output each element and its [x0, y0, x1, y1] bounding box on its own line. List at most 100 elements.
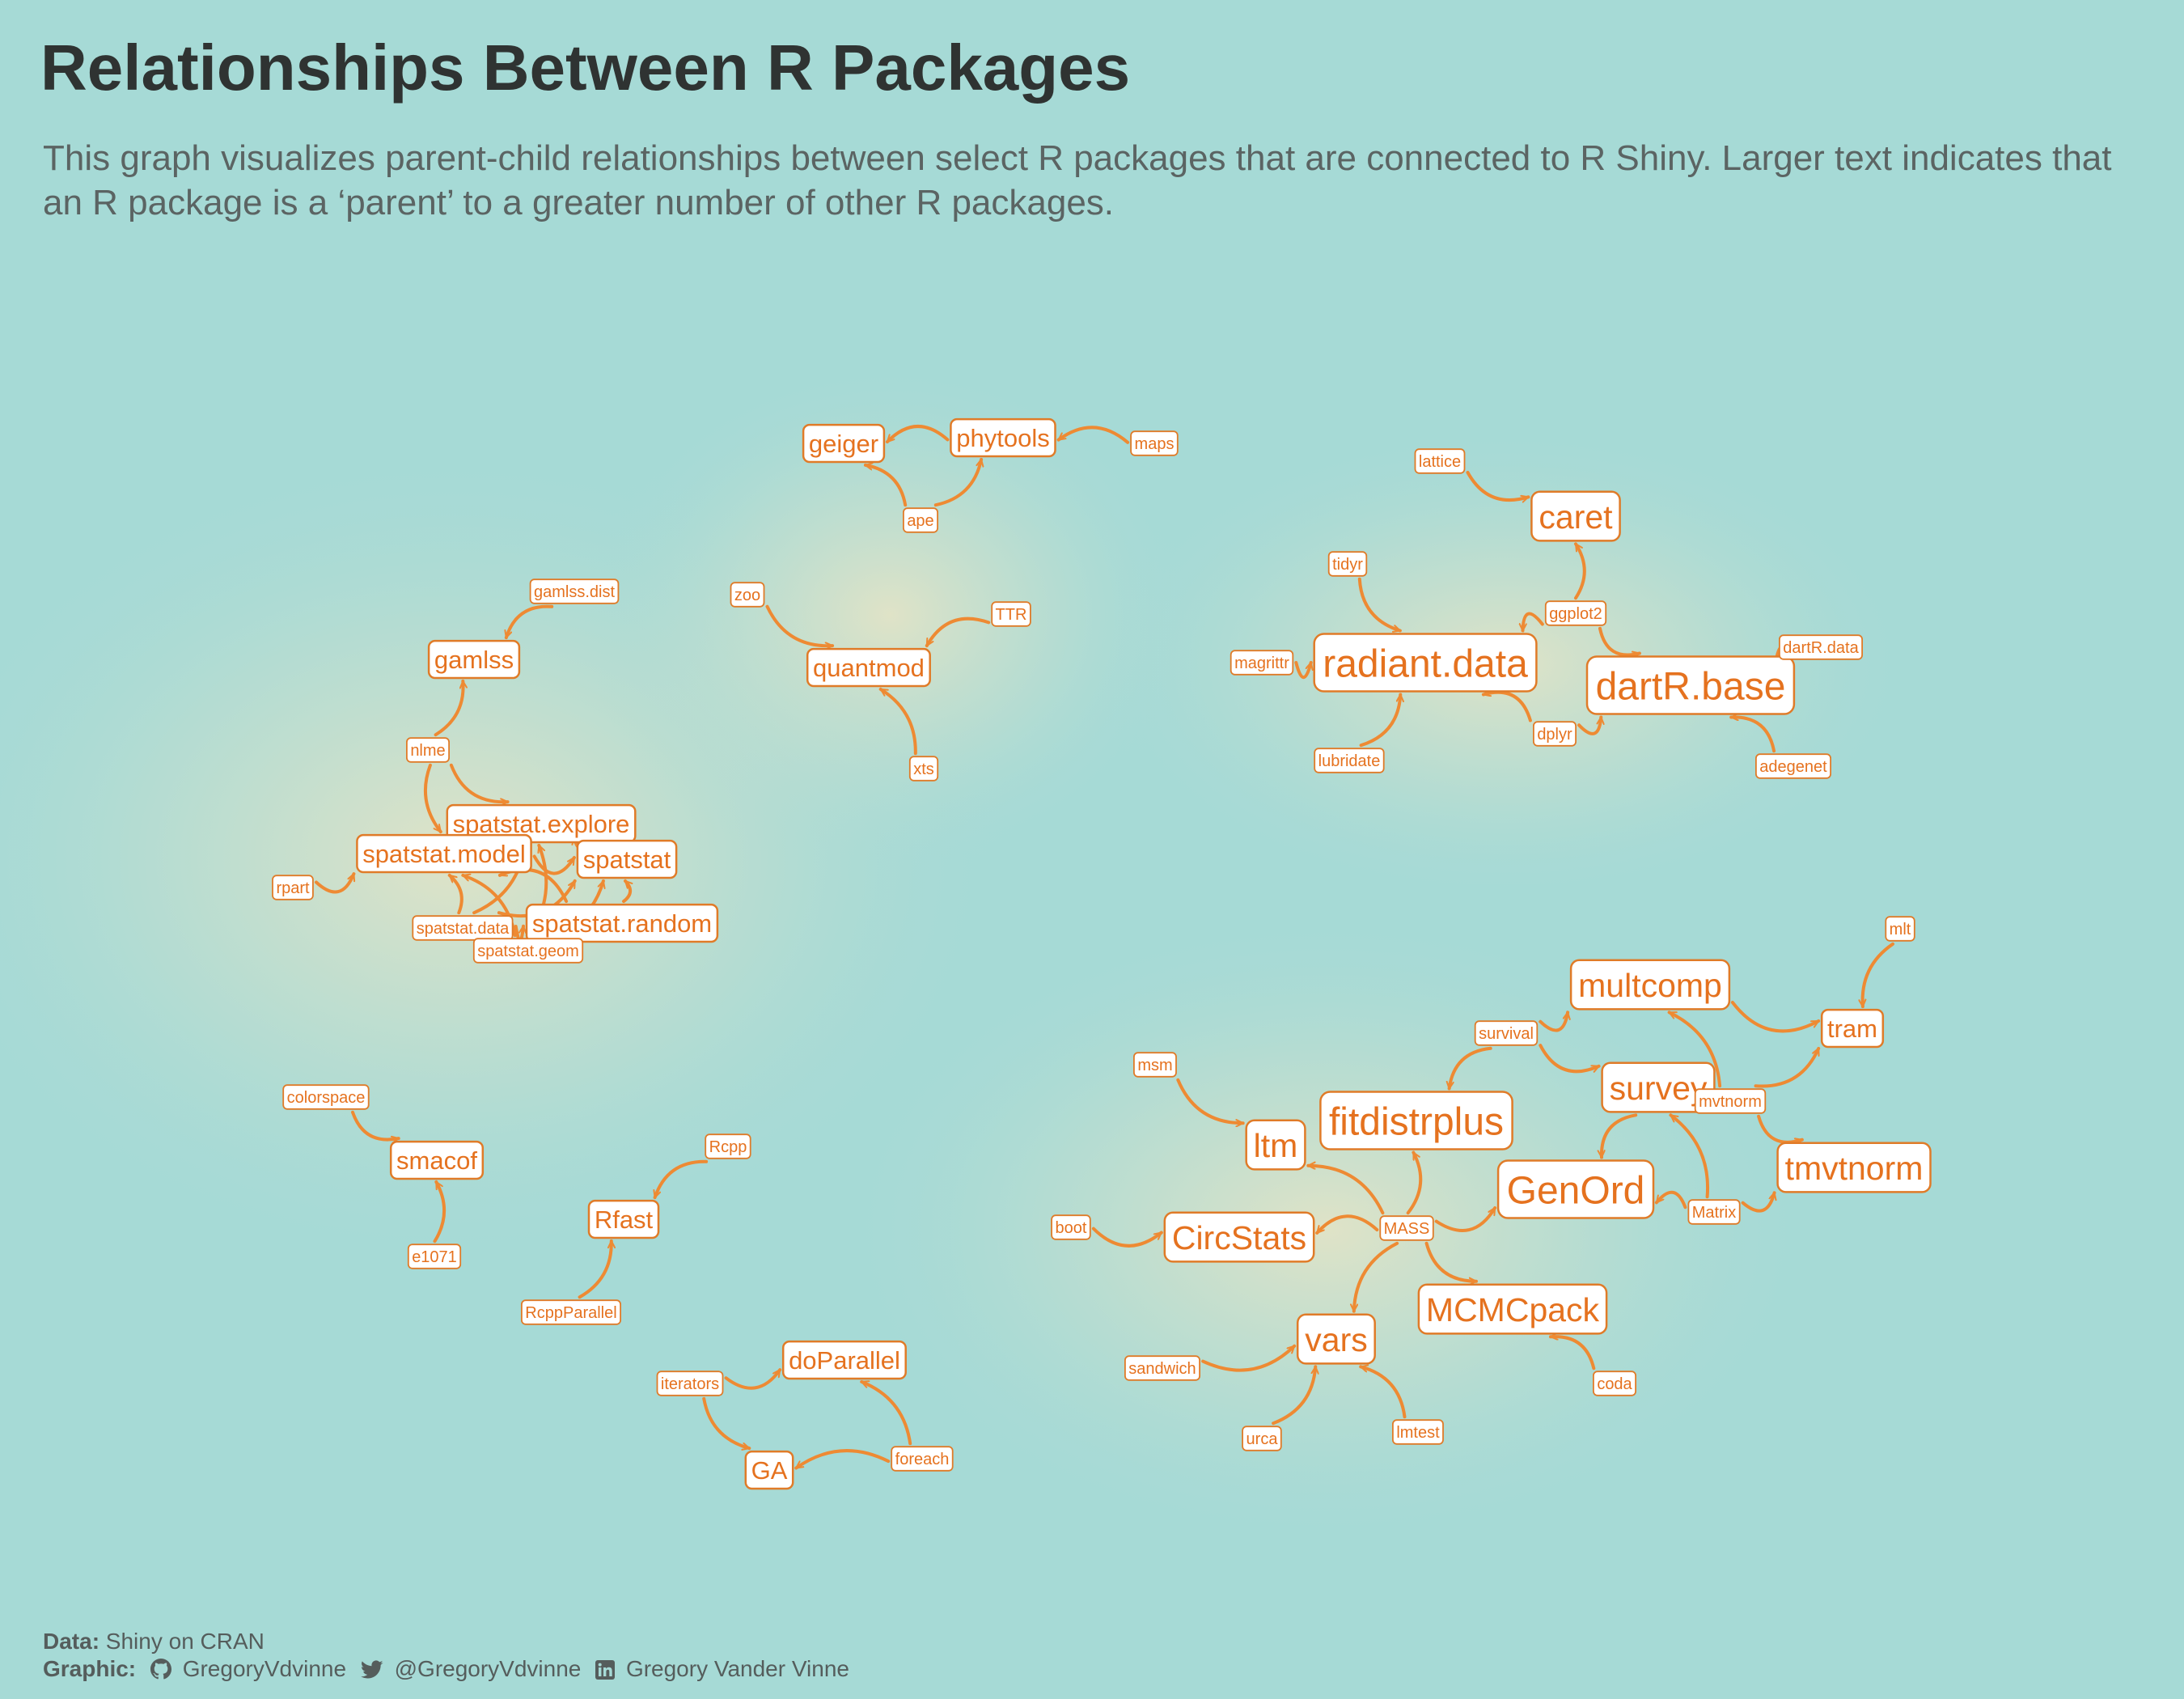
node-doparallel[interactable]: doParallel [781, 1340, 907, 1380]
node-label-text: lubridate [1318, 752, 1381, 770]
node-sandwich[interactable]: sandwich [1124, 1355, 1201, 1381]
node-dplyr[interactable]: dplyr [1533, 721, 1577, 747]
node-gamlss[interactable]: gamlss [427, 639, 521, 680]
node-label-text: spatstat.geom [477, 943, 579, 960]
node-xts[interactable]: xts [908, 756, 939, 782]
node-label-box [446, 803, 637, 844]
node-label-box [1533, 721, 1577, 747]
node-label-text: gamlss.dist [534, 583, 615, 601]
node-label-box [1379, 1215, 1434, 1241]
node-mass[interactable]: MASS [1379, 1215, 1434, 1241]
node-label-text: adegenet [1759, 758, 1827, 776]
node-quantmod[interactable]: quantmod [806, 647, 931, 688]
node-spatstat-data[interactable]: spatstat.data [412, 915, 514, 941]
node-ltm[interactable]: ltm [1245, 1119, 1306, 1171]
twitter-handle: @GregoryVdvinne [394, 1656, 582, 1681]
node-multcomp[interactable]: multcomp [1569, 959, 1731, 1011]
node-spatstat-model[interactable]: spatstat.model [356, 833, 532, 874]
node-fitdistrplus[interactable]: fitdistrplus [1319, 1091, 1513, 1150]
node-spatstat-explore[interactable]: spatstat.explore [446, 803, 637, 844]
node-maps[interactable]: maps [1130, 430, 1179, 456]
node-adegenet[interactable]: adegenet [1754, 753, 1831, 779]
node-rcpp[interactable]: Rcpp [705, 1133, 751, 1159]
node-label-box [1820, 1008, 1885, 1049]
node-geiger[interactable]: geiger [802, 423, 886, 464]
node-label-box [1776, 1142, 1932, 1193]
node-tram[interactable]: tram [1820, 1008, 1885, 1049]
node-label-box [1694, 1088, 1767, 1114]
node-label-text: spatstat.model [362, 840, 526, 868]
chart-subtitle: This graph visualizes parent-child relat… [43, 138, 2112, 222]
node-caret[interactable]: caret [1530, 490, 1621, 542]
node-ga[interactable]: GA [744, 1450, 794, 1490]
node-label-text: colorspace [287, 1089, 366, 1107]
node-mcmcpack[interactable]: MCMCpack [1417, 1283, 1608, 1335]
node-nlme[interactable]: nlme [405, 737, 450, 763]
node-urca[interactable]: urca [1242, 1426, 1282, 1451]
node-circstats[interactable]: CircStats [1163, 1211, 1315, 1263]
node-label-box [781, 1340, 907, 1380]
edge-matrix-to-survey [1669, 1113, 1710, 1199]
node-vars[interactable]: vars [1296, 1313, 1376, 1365]
node-label-box [525, 903, 719, 943]
node-survival[interactable]: survival [1474, 1020, 1539, 1046]
node-phytools[interactable]: phytools [950, 417, 1056, 458]
edge-e1071-to-smacof [433, 1180, 447, 1244]
node-ttr[interactable]: TTR [991, 601, 1031, 627]
node-mvtnorm[interactable]: mvtnorm [1694, 1088, 1767, 1114]
node-label-box [587, 1199, 660, 1239]
node-genord[interactable]: GenOrd [1496, 1159, 1655, 1219]
node-ggplot2[interactable]: ggplot2 [1544, 600, 1607, 626]
node-matrix[interactable]: Matrix [1687, 1199, 1741, 1225]
node-rfast[interactable]: Rfast [587, 1199, 660, 1239]
node-boot[interactable]: boot [1051, 1214, 1091, 1240]
node-label-text: MCMCpack [1426, 1291, 1600, 1328]
node-lubridate[interactable]: lubridate [1314, 748, 1385, 773]
node-tmvtnorm[interactable]: tmvtnorm [1776, 1142, 1932, 1193]
node-lattice[interactable]: lattice [1414, 448, 1466, 474]
node-colorspace[interactable]: colorspace [282, 1084, 370, 1110]
node-label-box [891, 1446, 954, 1472]
node-ape[interactable]: ape [903, 507, 939, 533]
node-mlt[interactable]: mlt [1885, 916, 1915, 942]
node-label-box [529, 578, 620, 604]
node-label-box [1245, 1119, 1306, 1171]
node-coda[interactable]: coda [1593, 1371, 1637, 1396]
node-survey[interactable]: survey [1601, 1061, 1716, 1113]
node-dartr-base[interactable]: dartR.base [1585, 655, 1796, 715]
node-spatstat-geom[interactable]: spatstat.geom [472, 938, 584, 964]
node-spatstat[interactable]: spatstat [576, 839, 678, 879]
node-rcppparallel[interactable]: RcppParallel [521, 1299, 622, 1325]
node-tidyr[interactable]: tidyr [1327, 551, 1368, 577]
node-iterators[interactable]: iterators [656, 1371, 724, 1396]
node-msm[interactable]: msm [1133, 1052, 1177, 1078]
node-label-box [412, 915, 514, 941]
node-e1071[interactable]: e1071 [407, 1244, 462, 1269]
node-label-text: mvtnorm [1699, 1093, 1762, 1111]
node-smacof[interactable]: smacof [389, 1140, 485, 1180]
edge-foreach-to-doparallel [860, 1379, 912, 1446]
node-zoo[interactable]: zoo [730, 582, 765, 608]
edge-spatstat-model-to-spatstat [532, 854, 576, 875]
node-lmtest[interactable]: lmtest [1392, 1419, 1444, 1445]
node-label-text: magrittr [1234, 655, 1289, 672]
node-rpart[interactable]: rpart [272, 875, 314, 900]
node-label-box [656, 1371, 724, 1396]
node-label-box [576, 839, 678, 879]
node-label-box [744, 1450, 794, 1490]
node-dartr-data[interactable]: dartR.data [1778, 634, 1863, 660]
node-foreach[interactable]: foreach [891, 1446, 954, 1472]
github-handle: GregoryVdvinne [182, 1656, 347, 1681]
node-label-box [802, 423, 886, 464]
node-radiant-data[interactable]: radiant.data [1313, 633, 1538, 693]
node-label-box [1496, 1159, 1655, 1219]
node-spatstat-random[interactable]: spatstat.random [525, 903, 719, 943]
node-label-box [1530, 490, 1621, 542]
node-label-text: zoo [734, 587, 760, 604]
node-magrittr[interactable]: magrittr [1230, 650, 1294, 676]
edge-sandwich-to-vars [1201, 1344, 1297, 1372]
edge-boot-to-circstats [1091, 1227, 1163, 1248]
node-label-box [521, 1299, 622, 1325]
node-label-text: CircStats [1172, 1219, 1306, 1256]
node-gamlss-dist[interactable]: gamlss.dist [529, 578, 620, 604]
